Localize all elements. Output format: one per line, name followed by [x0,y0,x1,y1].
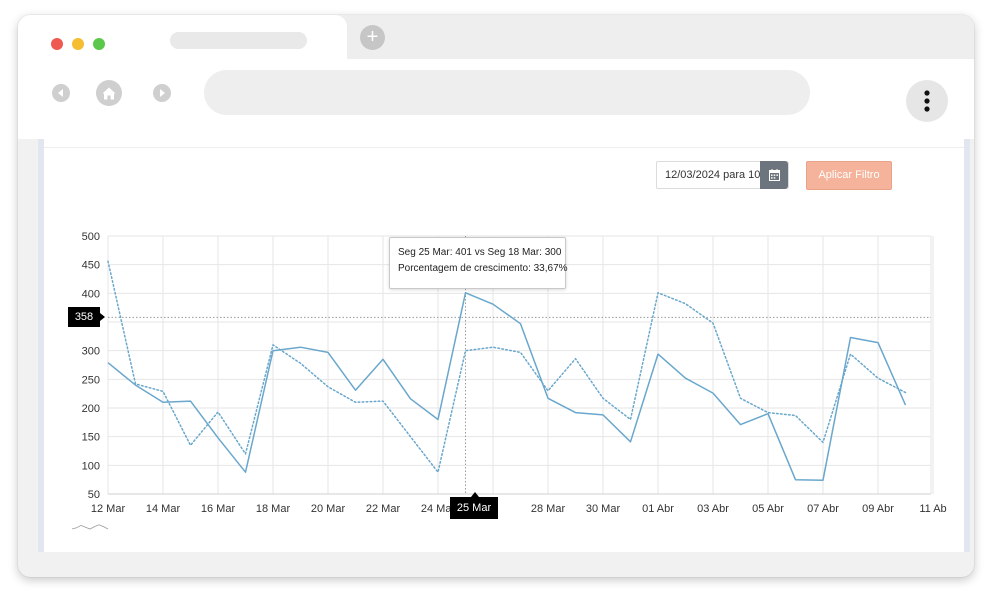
y-tick-label: 500 [82,231,100,243]
comparison-series-line [107,260,907,473]
x-tick-label: 11 Ab [919,503,946,515]
x-tick-label: 01 Abr [642,503,674,515]
x-tick-label: 22 Mar [366,503,401,515]
crosshair-y-label: 358 [68,307,100,327]
y-tick-label: 50 [88,489,100,501]
x-tick-label: 18 Mar [256,503,291,515]
date-range-input[interactable] [657,162,760,188]
x-tick-label: 16 Mar [201,503,236,515]
y-tick-label: 400 [82,288,100,300]
x-tick-label: 28 Mar [531,503,566,515]
crosshair-x-label-arrow [471,492,479,497]
calendar-icon[interactable] [760,161,788,189]
line-chart: 50 100 150 200 250 300 400 450 500 12 Mar 14 Mar 16… [71,231,947,530]
tab-strip: + [18,15,974,59]
y-tick-label: 300 [82,346,100,358]
apply-filter-button[interactable]: Aplicar Filtro [806,161,892,190]
tab-title-placeholder [170,32,307,49]
x-tick-label: 05 Abr [752,503,784,515]
new-tab-button[interactable]: + [360,25,385,50]
navigator-mini-graph [71,524,109,530]
y-tick-label: 200 [82,403,100,415]
y-tick-label: 100 [82,460,100,472]
page-content: Aplicar Filtro 5010015020025030040045050… [38,139,970,552]
x-tick-label: 14 Mar [146,503,181,515]
forward-icon[interactable] [153,84,171,102]
date-range-picker[interactable] [656,161,789,189]
crosshair-x-label: 25 Mar [450,497,498,519]
chart-tooltip: Seg 25 Mar: 401 vs Seg 18 Mar: 300 Porce… [389,237,568,289]
minimize-dot[interactable] [72,38,84,50]
y-tick-label: 250 [82,374,100,386]
close-dot[interactable] [51,38,63,50]
x-tick-label: 20 Mar [311,503,346,515]
y-tick-label: 150 [82,432,100,444]
x-tick-label: 07 Abr [807,503,839,515]
tooltip-comparison: Seg 25 Mar: 401 vs Seg 18 Mar: 300 [398,247,562,258]
home-icon[interactable] [96,80,122,106]
active-tab[interactable] [18,15,347,59]
x-tick-label: 03 Abr [697,503,729,515]
back-icon[interactable] [52,84,70,102]
content-divider [44,147,964,148]
x-tick-label: 09 Abr [862,503,894,515]
x-tick-label: 30 Mar [586,503,621,515]
crosshair-y-label-arrow [100,313,105,321]
x-tick-label: 12 Mar [91,503,126,515]
address-bar[interactable] [204,70,810,115]
y-tick-label: 450 [82,260,100,272]
x-tick-label: 24 Mar [421,503,456,515]
kebab-menu-icon[interactable] [906,80,948,122]
tooltip-growth: Porcentagem de crescimento: 33,67% [398,263,568,274]
maximize-dot[interactable] [93,38,105,50]
browser-toolbar [18,59,974,139]
browser-window: + [18,15,974,577]
current-series-line [107,292,907,481]
